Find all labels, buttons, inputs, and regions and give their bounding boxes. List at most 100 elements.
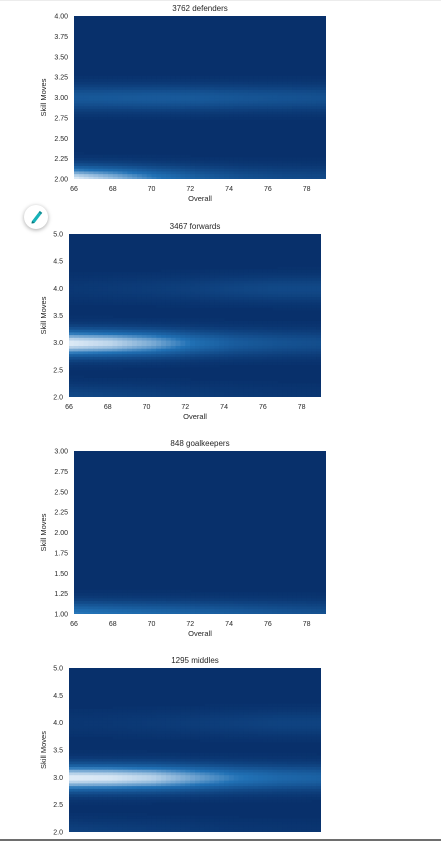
heatmap-cell: [219, 296, 225, 300]
y-tick-label: 2.75: [54, 115, 68, 122]
heatmap-cell: [107, 318, 114, 322]
heatmap-cell: [253, 394, 259, 397]
heatmap-cell: [103, 154, 109, 158]
heatmap-cell: [209, 823, 215, 828]
heatmap-cell: [258, 345, 264, 349]
heatmap-cell: [316, 168, 322, 172]
heatmap-cell: [146, 801, 152, 806]
heatmap-cell: [292, 605, 298, 610]
heatmap-cell: [69, 315, 75, 319]
heatmap-cell: [204, 274, 211, 279]
heatmap-cell: [287, 320, 293, 325]
heatmap-cell: [199, 391, 206, 395]
heatmap-cell: [83, 116, 90, 120]
x-tick-label: 68: [109, 621, 117, 628]
heatmap-cell: [161, 288, 167, 292]
heatmap-cell: [219, 348, 225, 352]
heatmap-cell: [306, 102, 313, 107]
heatmap-cell: [69, 394, 75, 397]
heatmap-cell: [267, 83, 274, 88]
heatmap-cell: [306, 81, 313, 85]
heatmap-cell: [151, 154, 157, 158]
heatmap-cell: [306, 345, 312, 349]
heatmap-cell: [306, 348, 312, 352]
heatmap-cell: [161, 159, 167, 164]
heatmap-cell: [224, 782, 230, 787]
heatmap-cell: [132, 771, 138, 776]
heatmap-cell: [282, 293, 288, 298]
heatmap-cell: [132, 108, 138, 112]
heatmap-cell: [200, 75, 206, 80]
heatmap-cell: [195, 758, 201, 762]
heatmap-cell: [204, 116, 211, 120]
heatmap-cell: [185, 329, 191, 333]
heatmap-cell: [112, 377, 119, 382]
heatmap-cell: [190, 752, 196, 757]
heatmap-cell: [209, 176, 216, 179]
heatmap-cell: [122, 113, 128, 118]
heatmap-cell: [156, 162, 162, 167]
heatmap-cell: [165, 829, 172, 832]
heatmap-cell: [292, 611, 298, 614]
heatmap-cell: [74, 92, 80, 96]
heatmap-cell: [195, 83, 201, 88]
heatmap-cell: [117, 730, 123, 735]
heatmap-cell: [243, 611, 250, 614]
heatmap-cell: [195, 356, 201, 360]
heatmap-cell: [161, 75, 167, 80]
heatmap-cell: [170, 611, 177, 614]
heatmap-cell: [112, 774, 119, 778]
heatmap-cell: [78, 157, 85, 161]
heatmap-cell: [316, 165, 322, 169]
heatmap-cell: [141, 89, 148, 93]
heatmap-cell: [321, 86, 326, 90]
heatmap-cell: [170, 799, 177, 803]
heatmap-cell: [156, 388, 162, 393]
heatmap-cell: [156, 113, 162, 118]
heatmap-cell: [253, 353, 259, 357]
heatmap-cell: [175, 108, 182, 112]
heatmap-cell: [185, 796, 191, 800]
heatmap-cell: [93, 350, 99, 355]
heatmap-cell: [243, 391, 249, 395]
heatmap-cell: [200, 592, 206, 596]
heatmap-cell: [214, 345, 220, 349]
heatmap-cell: [141, 823, 148, 828]
heatmap-cell: [73, 339, 80, 344]
heatmap-cell: [141, 288, 148, 292]
heatmap-cell: [127, 105, 133, 109]
heatmap-cell: [185, 361, 191, 365]
heatmap-cell: [132, 329, 138, 333]
heatmap-cell: [170, 89, 177, 93]
heatmap-cell: [195, 345, 201, 349]
heatmap-cell: [233, 157, 240, 161]
heatmap-cell: [287, 111, 293, 115]
heatmap-cell: [199, 345, 206, 349]
heatmap-cell: [102, 750, 109, 754]
heatmap-cell: [190, 296, 196, 300]
heatmap-cell: [209, 102, 216, 107]
heatmap-cell: [127, 388, 133, 393]
heatmap-cell: [306, 307, 312, 311]
heatmap-cell: [282, 81, 288, 85]
heatmap-cell: [258, 113, 264, 118]
heatmap-cell: [102, 769, 109, 773]
heatmap-cell: [263, 83, 269, 88]
heatmap-cell: [277, 361, 283, 365]
heatmap-cell: [161, 108, 167, 112]
heatmap-cell: [277, 307, 283, 311]
heatmap-cell: [238, 323, 245, 327]
heatmap-cell: [224, 337, 230, 341]
heatmap-cell: [180, 159, 187, 164]
heatmap-cell: [258, 600, 264, 604]
heatmap-cell: [156, 714, 162, 718]
heatmap-cell: [228, 350, 235, 355]
heatmap-cell: [165, 272, 172, 276]
heatmap-cell: [180, 600, 187, 604]
heatmap-cell: [200, 86, 206, 90]
heatmap-cell: [146, 377, 152, 382]
heatmap-cell: [78, 299, 85, 303]
heatmap-cell: [311, 83, 317, 88]
heatmap-cell: [214, 730, 220, 735]
